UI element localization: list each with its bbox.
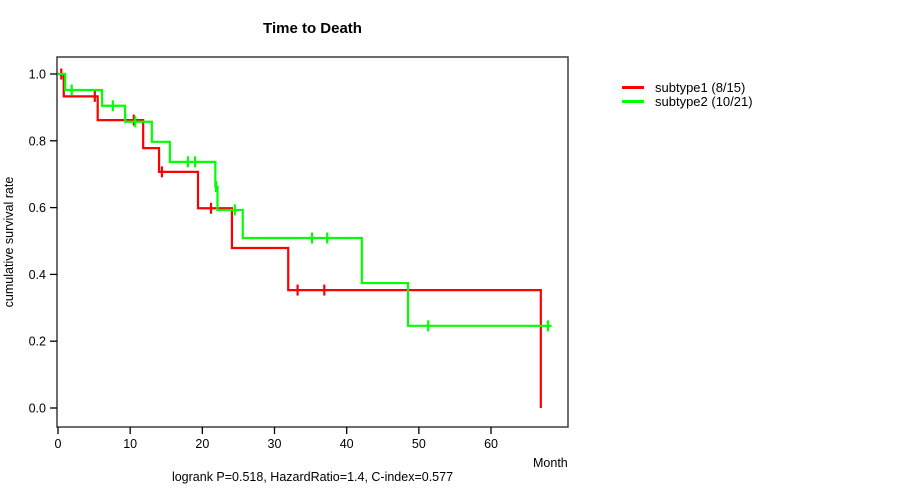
plot-box xyxy=(56,56,569,428)
legend-item-subtype2: subtype2 (10/21) xyxy=(622,93,753,109)
stats-annotation: logrank P=0.518, HazardRatio=1.4, C-inde… xyxy=(171,470,454,484)
y-tick-label: 0.8 xyxy=(29,134,46,148)
y-tick-label: 0.0 xyxy=(29,402,46,416)
y-tick-label: 0.4 xyxy=(29,268,46,282)
legend-label-subtype2: subtype2 (10/21) xyxy=(655,93,753,109)
curve-subtype1 xyxy=(58,72,542,408)
curve-subtype2 xyxy=(58,72,552,327)
x-tick-label: 20 xyxy=(195,437,209,451)
y-tick-label: 1.0 xyxy=(29,68,46,82)
y-tick-label: 0.2 xyxy=(29,335,46,349)
legend-label-subtype1: subtype1 (8/15) xyxy=(655,79,746,95)
x-tick-label: 40 xyxy=(340,437,354,451)
subtype1-line-sample xyxy=(622,85,644,89)
x-tick-label: 10 xyxy=(123,437,137,451)
y-tick-label: 0.6 xyxy=(29,201,46,215)
x-tick-label: 30 xyxy=(268,437,282,451)
legend-item-subtype1: subtype1 (8/15) xyxy=(622,79,753,95)
x-axis-title: Month xyxy=(533,456,568,470)
subtype2-line-sample xyxy=(622,99,644,103)
legend: subtype1 (8/15) subtype2 (10/21) xyxy=(622,79,753,109)
x-tick-label: 0 xyxy=(55,437,62,451)
chart-title: Time to Death xyxy=(263,20,362,37)
x-tick-label: 60 xyxy=(484,437,498,451)
x-tick-label: 50 xyxy=(412,437,426,451)
y-axis-title: cumulative survival rate xyxy=(2,176,16,308)
